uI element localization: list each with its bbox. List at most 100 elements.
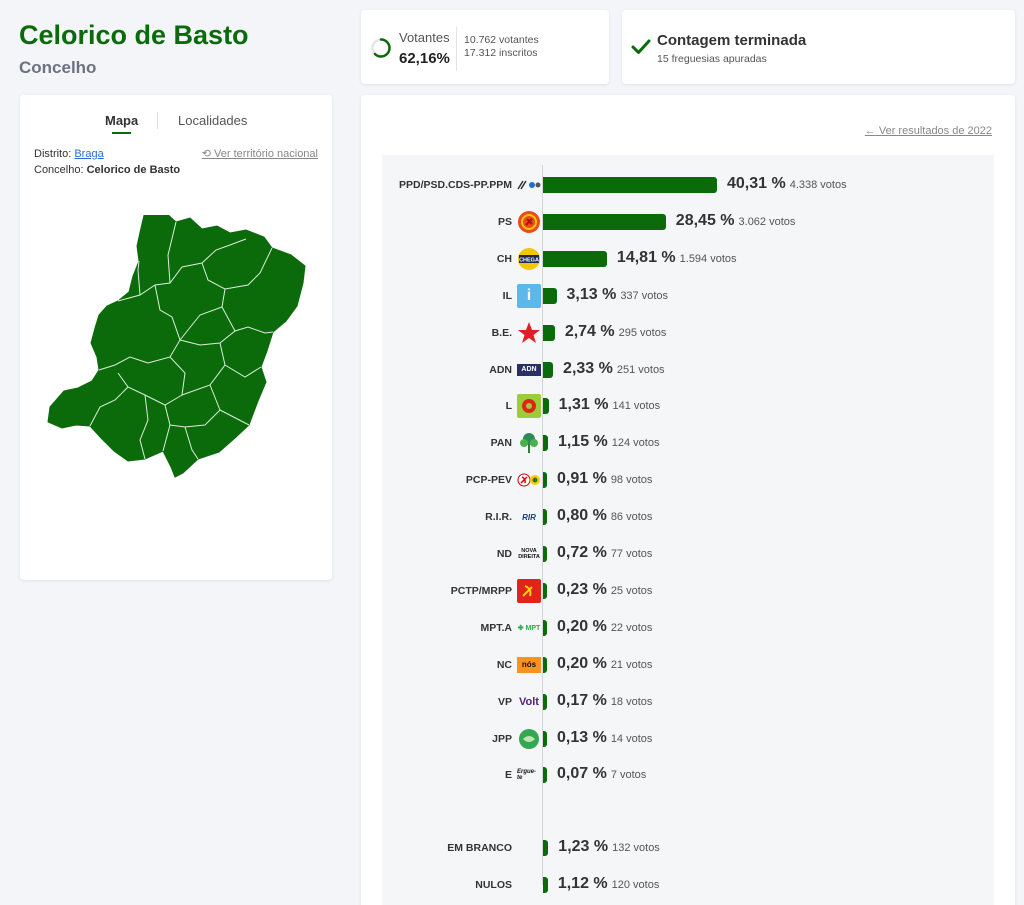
- ergue-te-logo: Ergue-te: [517, 769, 537, 782]
- district-link[interactable]: Braga: [74, 148, 104, 160]
- party-row: ADN ADN 2,33 % 251 votos: [382, 358, 994, 382]
- party-name: EM BRANCO: [447, 842, 512, 854]
- party-row: JPP 0,13 % 14 votos: [382, 727, 994, 751]
- district-label: Distrito:: [34, 148, 72, 160]
- result-bar: [543, 840, 549, 856]
- count-subtitle: 15 freguesias apuradas: [657, 53, 767, 65]
- party-name: L: [505, 400, 512, 413]
- national-territory-link[interactable]: ⟲ Ver território nacional: [202, 147, 318, 160]
- party-row: R.I.R. RIR 0,80 % 86 votos: [382, 505, 994, 529]
- result-bar: [543, 324, 555, 341]
- map-border: [137, 260, 141, 296]
- tab-localidades[interactable]: Localidades: [178, 113, 248, 128]
- party-row: VP Volt 0,17 % 18 votos: [382, 690, 994, 714]
- jpp-logo: [517, 727, 541, 751]
- ps-logo: [517, 210, 541, 234]
- mrpp-logo: [517, 578, 541, 603]
- party-row: MPT.A ✤ MPT 0,20 % 22 votos: [382, 616, 994, 640]
- result-bar: [543, 250, 607, 267]
- nc-logo: nós: [517, 653, 541, 677]
- party-name: PCP-PEV: [465, 474, 512, 487]
- adn-logo: ADN: [517, 358, 541, 382]
- chega-logo: CHEGA: [517, 247, 541, 271]
- result-percent: 3,13 %: [566, 285, 617, 303]
- chart-axis-line: [542, 165, 543, 885]
- party-name: NULOS: [475, 878, 512, 891]
- map-border: [224, 247, 273, 290]
- tab-mapa[interactable]: Mapa: [105, 113, 139, 128]
- result-votes: 14 votos: [610, 732, 653, 745]
- pan-tree-logo: [517, 431, 541, 455]
- arrow-left-icon: ←: [864, 125, 876, 137]
- party-name: ND: [496, 548, 512, 560]
- map-border: [98, 356, 149, 371]
- svg-text:CHEGA: CHEGA: [519, 257, 539, 263]
- result-bar: [543, 287, 557, 304]
- result-value: 0,23 % 25 votos: [557, 581, 652, 599]
- party-row: L 1,31 % 141 votos: [382, 394, 994, 419]
- undo-icon: ⟲: [201, 148, 211, 160]
- result-percent: 40,31 %: [727, 175, 786, 192]
- il-logo: i: [517, 283, 541, 308]
- count-card: Contagem terminada 15 freguesias apurada…: [622, 10, 1015, 84]
- party-name: PS: [497, 215, 512, 228]
- map-border: [221, 306, 236, 332]
- party-name: PCTP/MRPP: [450, 584, 512, 597]
- party-name: CH: [496, 252, 512, 265]
- result-votes: 251 votos: [616, 363, 665, 376]
- result-votes: 120 votos: [611, 878, 660, 891]
- result-votes: 4.338 votos: [789, 179, 847, 191]
- results-card: ← Ver resultados de 2022 PPD/PSD.CDS-PP.…: [361, 95, 1015, 905]
- party-name: E: [504, 769, 512, 782]
- party-name: MPT.A: [480, 621, 513, 634]
- result-bar: [543, 177, 717, 193]
- map-border: [181, 342, 226, 396]
- municipality-line: Concelho: Celorico de Basto: [34, 164, 180, 176]
- result-bar: [543, 767, 547, 784]
- party-row: PPD/PSD.CDS-PP.PPM 40,31 % 4.338 votos: [382, 173, 994, 197]
- results-chart: [382, 155, 994, 905]
- municipality-map[interactable]: [20, 215, 332, 515]
- map-border: [184, 426, 199, 460]
- result-value: 0,20 % 22 votos: [557, 618, 652, 636]
- result-bar: [543, 582, 547, 599]
- result-value: 2,33 % 251 votos: [563, 360, 665, 378]
- result-votes: 132 votos: [612, 842, 660, 854]
- party-name: VP: [497, 695, 512, 708]
- result-votes: 1.594 votos: [679, 252, 737, 265]
- result-bar: [543, 509, 547, 526]
- result-bar: [543, 546, 547, 562]
- party-name: PPD/PSD.CDS-PP.PPM: [398, 179, 512, 191]
- party-row: E Ergue-te 0,07 % 7 votos: [382, 763, 994, 787]
- party-name: B.E.: [491, 326, 512, 339]
- result-percent: 0,80 %: [557, 507, 607, 525]
- result-percent: 2,74 %: [564, 322, 615, 340]
- result-percent: 0,91 %: [557, 470, 607, 488]
- result-value: 0,72 % 77 votos: [557, 544, 652, 562]
- party-name: JPP: [492, 732, 512, 745]
- municipality-label: Concelho:: [34, 164, 84, 176]
- previous-results-link[interactable]: ← Ver resultados de 2022: [865, 125, 992, 137]
- result-value: 1,23 % 132 votos: [558, 838, 660, 856]
- result-bar: [543, 361, 554, 378]
- result-votes: 22 votos: [610, 621, 653, 634]
- result-percent: 0,07 %: [557, 765, 607, 783]
- result-value: 1,12 % 120 votos: [558, 875, 660, 893]
- turnout-divider: [456, 27, 457, 71]
- result-bar: [543, 693, 547, 710]
- result-votes: 86 votos: [610, 511, 653, 524]
- map-border: [139, 394, 149, 460]
- page-subtitle: Concelho: [19, 58, 97, 77]
- turnout-voters: 10.762 votantes: [464, 34, 539, 46]
- result-bar: [543, 435, 548, 452]
- result-votes: 337 votos: [620, 289, 669, 302]
- result-percent: 1,12 %: [557, 874, 608, 892]
- result-percent: 0,17 %: [557, 691, 607, 709]
- result-percent: 1,31 %: [558, 396, 609, 414]
- result-value: 1,31 % 141 votos: [559, 396, 661, 414]
- result-percent: 1,23 %: [558, 838, 609, 855]
- party-row: PAN 1,15 % 124 votos: [382, 431, 994, 455]
- map-border: [117, 238, 247, 302]
- result-value: 40,31 % 4.338 votos: [727, 175, 847, 193]
- result-votes: 98 votos: [610, 474, 653, 487]
